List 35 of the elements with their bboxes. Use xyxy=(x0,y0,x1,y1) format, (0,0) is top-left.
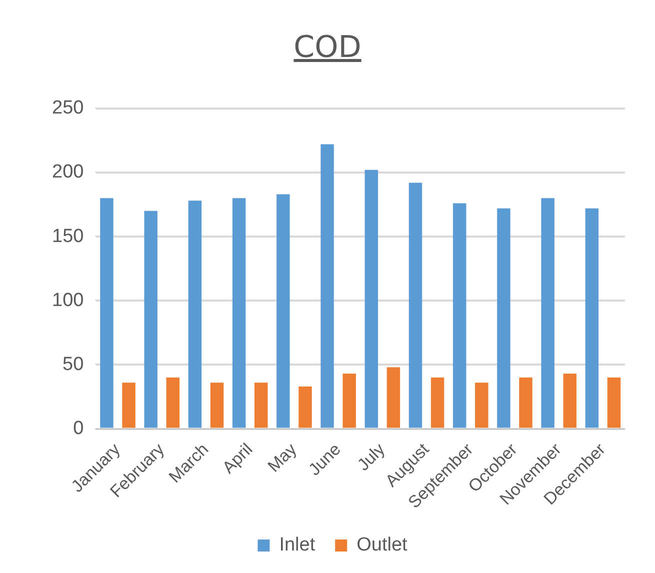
bar xyxy=(232,198,246,428)
bar xyxy=(497,208,510,428)
y-tick-label: 0 xyxy=(73,418,84,440)
bar xyxy=(364,170,378,428)
bar xyxy=(408,182,422,428)
y-tick-label: 150 xyxy=(52,226,84,247)
legend-label: Outlet xyxy=(356,534,408,556)
bar xyxy=(188,200,202,428)
bar xyxy=(519,378,532,428)
x-tick-label: May xyxy=(264,439,301,476)
bar xyxy=(585,208,599,428)
bar xyxy=(607,378,621,428)
bar xyxy=(452,203,466,428)
bar xyxy=(254,382,268,428)
y-tick-label: 250 xyxy=(52,98,84,119)
bar xyxy=(541,198,554,428)
bar xyxy=(386,367,400,428)
bar xyxy=(276,194,290,428)
x-tick-label: July xyxy=(354,439,389,475)
bar xyxy=(100,198,114,428)
bar xyxy=(144,210,158,428)
chart-title: COD xyxy=(292,30,362,65)
bar xyxy=(563,374,576,428)
bar xyxy=(210,382,224,428)
bar xyxy=(166,378,180,428)
bar xyxy=(342,374,356,428)
y-tick-label: 200 xyxy=(52,162,84,183)
bar xyxy=(475,382,488,428)
bar xyxy=(298,386,312,428)
bar xyxy=(122,382,136,428)
y-tick-label: 100 xyxy=(52,290,84,311)
legend-label: Inlet xyxy=(279,534,316,556)
bar xyxy=(430,378,444,428)
y-tick-label: 50 xyxy=(62,354,84,375)
bar xyxy=(320,144,334,428)
